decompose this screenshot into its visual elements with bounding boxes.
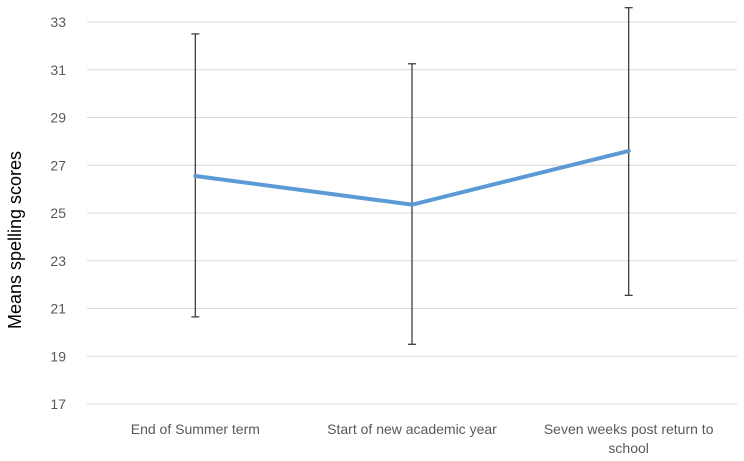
y-tick-label: 33 — [50, 14, 66, 30]
y-axis-label: Means spelling scores — [5, 151, 25, 329]
y-tick-label: 23 — [50, 253, 66, 269]
y-tick-label: 27 — [50, 157, 66, 173]
series-layer — [193, 148, 631, 207]
x-tick-label: Seven weeks post return to — [544, 421, 714, 437]
y-tick-label: 31 — [50, 62, 66, 78]
error-bars — [191, 7, 633, 345]
x-axis-ticks: End of Summer term Start of new academic … — [131, 421, 714, 456]
x-tick-label: End of Summer term — [131, 421, 260, 437]
y-tick-label: 25 — [50, 205, 66, 221]
x-tick-label: school — [608, 440, 648, 456]
series-line — [193, 148, 631, 207]
y-axis-ticks: 17 19 21 23 25 27 29 31 33 — [50, 14, 66, 412]
y-tick-label: 29 — [50, 110, 66, 126]
y-tick-label: 21 — [50, 301, 66, 317]
x-tick-label: Start of new academic year — [327, 421, 497, 437]
y-tick-label: 17 — [50, 396, 66, 412]
y-tick-label: 19 — [50, 348, 66, 364]
